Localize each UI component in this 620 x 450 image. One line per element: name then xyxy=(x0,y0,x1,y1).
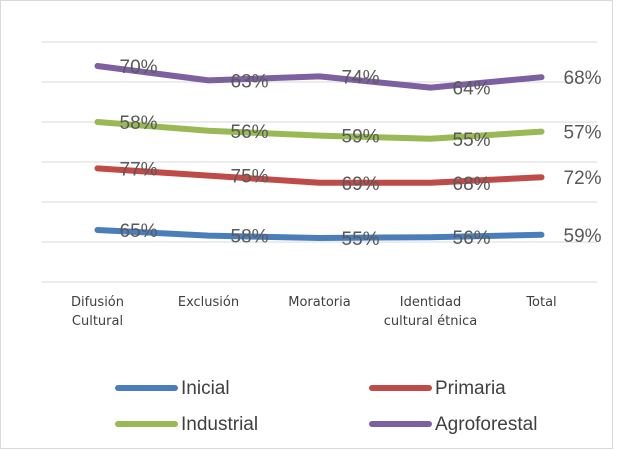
data-label: 77% xyxy=(120,159,158,180)
data-label: 64% xyxy=(453,79,491,100)
x-tick-label: Identidad cultural étnica xyxy=(383,295,478,329)
data-label: 72% xyxy=(564,168,602,189)
data-label: 74% xyxy=(342,67,380,88)
data-label: 59% xyxy=(342,127,380,148)
data-label: 55% xyxy=(342,229,380,250)
series-line xyxy=(94,119,545,142)
data-label: 68% xyxy=(564,68,602,89)
series-line xyxy=(94,227,545,241)
x-tick-label: Exclusión xyxy=(177,295,240,310)
legend-label: Agroforestal xyxy=(435,414,537,435)
x-tick-label: Total xyxy=(526,295,557,310)
data-label: 65% xyxy=(120,221,158,242)
data-label: 75% xyxy=(231,167,269,188)
data-label: 68% xyxy=(453,174,491,195)
data-label: 63% xyxy=(231,71,269,92)
series-line xyxy=(94,63,545,91)
legend-label: Inicial xyxy=(181,378,230,399)
data-label: 56% xyxy=(231,122,269,143)
data-label: 57% xyxy=(564,123,602,144)
data-label: 69% xyxy=(342,174,380,195)
series-line xyxy=(94,165,545,186)
data-label: 59% xyxy=(564,226,602,247)
data-label: 70% xyxy=(120,57,158,78)
data-label: 56% xyxy=(453,228,491,249)
legend-label: Industrial xyxy=(181,414,258,435)
x-tick-label: Difusión Cultural xyxy=(70,295,124,329)
x-tick-label: Moratoria xyxy=(288,295,351,310)
legend-label: Primaria xyxy=(435,378,506,399)
data-label: 58% xyxy=(120,113,158,134)
data-label: 55% xyxy=(453,130,491,151)
data-label: 58% xyxy=(231,227,269,248)
